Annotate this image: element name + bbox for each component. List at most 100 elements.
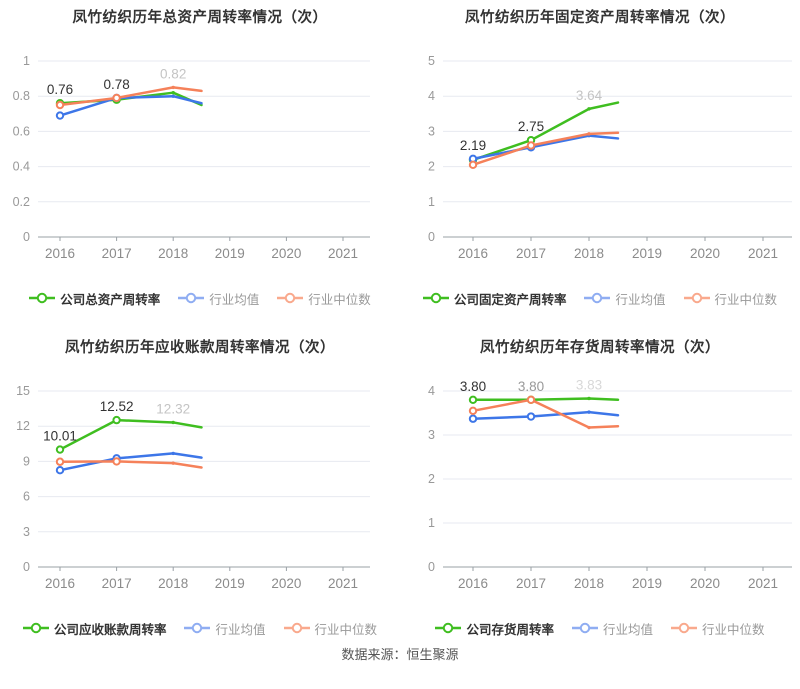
data-point-marker — [112, 457, 121, 466]
x-tick-label: 2018 — [574, 246, 604, 261]
x-tick-label: 2021 — [328, 246, 358, 261]
data-point-marker — [587, 425, 591, 430]
y-axis-tick-labels: 0 3 6 9 12 15 — [16, 384, 30, 574]
legend-label: 公司存货周转率 — [466, 622, 554, 637]
data-point-marker — [55, 100, 65, 110]
legend-item-industry-median[interactable]: 行业中位数 — [283, 619, 377, 638]
legend-line-marker-icon — [571, 622, 598, 634]
chart-title: 凤竹纺织历年应收账款周转率情况（次） — [65, 340, 335, 356]
legend-line-marker-icon — [29, 292, 56, 304]
data-point-marker — [171, 94, 175, 98]
legend-item-company[interactable]: 公司存货周转率 — [435, 619, 554, 638]
legend-item-industry-mean[interactable]: 行业均值 — [584, 289, 666, 308]
point-value-label: 0.76 — [47, 82, 73, 97]
data-point-marker — [55, 445, 65, 454]
x-tick-label: 2019 — [215, 576, 245, 591]
point-value-labels: 10.01 12.52 12.32 — [43, 399, 190, 443]
total-asset-turnover-plot: 0 0.2 0.4 0.6 0.8 1 2016 2017 2018 2019 2020 2021 0.… — [13, 54, 370, 261]
legend-item-industry-mean[interactable]: 行业均值 — [184, 619, 266, 638]
legend-item-company[interactable]: 公司总资产周转率 — [29, 289, 160, 308]
chart-title: 凤竹纺织历年总资产周转率情况（次） — [72, 10, 328, 26]
y-axis-tick-labels: 0 0.2 0.4 0.6 0.8 1 — [13, 54, 30, 244]
chart-title: 凤竹纺织历年固定资产周转率情况（次） — [465, 10, 735, 26]
legend-item-industry-mean[interactable]: 行业均值 — [178, 289, 259, 308]
series-line-industry-median — [468, 395, 620, 430]
legend-line-marker-icon — [22, 622, 49, 634]
x-tick-label: 2019 — [632, 246, 662, 261]
x-axis-tick-labels: 2016 2017 2018 2019 2020 2021 — [45, 237, 358, 261]
point-value-label: 0.78 — [103, 77, 129, 92]
data-point-marker — [112, 415, 121, 425]
legend-item-company[interactable]: 公司应收账款周转率 — [22, 619, 167, 638]
y-tick-label: 1 — [428, 195, 435, 209]
point-value-label: 2.19 — [460, 138, 486, 153]
chart-legend: 公司应收账款周转率 行业均值 行业中位数 — [0, 617, 400, 639]
x-tick-label: 2017 — [516, 576, 546, 591]
data-point-marker — [468, 160, 478, 170]
legend-label: 公司应收账款周转率 — [53, 622, 167, 637]
chart-title: 凤竹纺织历年存货周转率情况（次） — [480, 340, 720, 356]
point-value-label: 12.52 — [100, 399, 134, 414]
receivables-turnover-plot: 0 3 6 9 12 15 2016 2017 2018 2019 2020 2021 10.01 12.… — [16, 384, 370, 591]
x-tick-label: 2021 — [748, 246, 778, 261]
y-tick-label: 3 — [428, 428, 435, 442]
x-axis-tick-labels: 2016 2017 2018 2019 2020 2021 — [458, 237, 778, 261]
point-value-label: 3.80 — [460, 379, 486, 394]
chart-panel-fixed-asset-turnover: 凤竹纺织历年固定资产周转率情况（次） 0 1 2 3 4 5 2016 2017 2018 201… — [400, 0, 800, 330]
point-value-label: 10.01 — [43, 429, 77, 444]
point-value-label: 0.82 — [160, 66, 186, 81]
x-tick-label: 2020 — [690, 576, 720, 591]
legend-item-industry-median[interactable]: 行业中位数 — [277, 289, 371, 308]
gridlines — [38, 60, 370, 238]
y-tick-label: 4 — [428, 384, 435, 398]
series-line-industry-mean — [468, 410, 620, 423]
x-tick-label: 2020 — [271, 246, 301, 261]
data-point-marker — [171, 85, 175, 90]
x-tick-label: 2017 — [102, 246, 132, 261]
y-tick-label: 0.4 — [13, 160, 30, 174]
data-source-note: 数据来源：恒生聚源 — [341, 647, 459, 662]
y-axis-tick-labels: 0 1 2 3 4 — [428, 384, 435, 574]
legend-label: 行业均值 — [215, 622, 266, 637]
legend-line-marker-icon — [422, 292, 449, 304]
y-tick-label: 15 — [16, 384, 30, 398]
y-tick-label: 2 — [428, 160, 435, 174]
legend-item-industry-median[interactable]: 行业中位数 — [683, 289, 777, 308]
data-point-marker — [55, 466, 65, 475]
y-tick-label: 0 — [428, 560, 435, 574]
point-value-label: 3.64 — [576, 88, 603, 103]
legend-item-industry-mean[interactable]: 行业均值 — [571, 619, 653, 638]
chart-legend: 公司总资产周转率 行业均值 行业中位数 — [0, 287, 400, 309]
y-tick-label: 9 — [23, 454, 30, 468]
y-tick-label: 12 — [16, 419, 30, 433]
data-point-marker — [55, 457, 65, 466]
x-tick-label: 2020 — [271, 576, 301, 591]
x-tick-label: 2018 — [158, 246, 188, 261]
gridlines — [38, 390, 370, 568]
data-point-marker — [468, 395, 478, 405]
y-axis-tick-labels: 0 1 2 3 4 5 — [428, 54, 435, 244]
y-tick-label: 3 — [428, 124, 435, 138]
x-axis-tick-labels: 2016 2017 2018 2019 2020 2021 — [45, 567, 358, 591]
x-tick-label: 2020 — [690, 246, 720, 261]
data-point-marker — [526, 395, 536, 405]
legend-line-marker-icon — [683, 292, 710, 304]
chart-legend: 公司存货周转率 行业均值 行业中位数 — [400, 617, 800, 639]
data-point-marker — [171, 420, 175, 425]
data-point-marker — [526, 141, 536, 150]
data-point-marker — [468, 406, 478, 416]
y-tick-label: 1 — [428, 516, 435, 530]
legend-item-industry-median[interactable]: 行业中位数 — [671, 619, 765, 638]
data-point-marker — [587, 107, 591, 111]
data-point-marker — [587, 396, 591, 401]
x-tick-label: 2021 — [328, 576, 358, 591]
point-value-label: 3.83 — [576, 377, 602, 392]
chart-panel-receivables-turnover: 凤竹纺织历年应收账款周转率情况（次） 0 3 6 9 12 15 2016 2017 2018 2… — [0, 330, 400, 660]
point-value-labels: 0.76 0.78 0.82 — [47, 66, 186, 97]
legend-label: 行业均值 — [602, 622, 653, 637]
legend-item-company[interactable]: 公司固定资产周转率 — [422, 289, 566, 308]
y-tick-label: 2 — [428, 472, 435, 486]
legend-line-marker-icon — [277, 292, 304, 304]
